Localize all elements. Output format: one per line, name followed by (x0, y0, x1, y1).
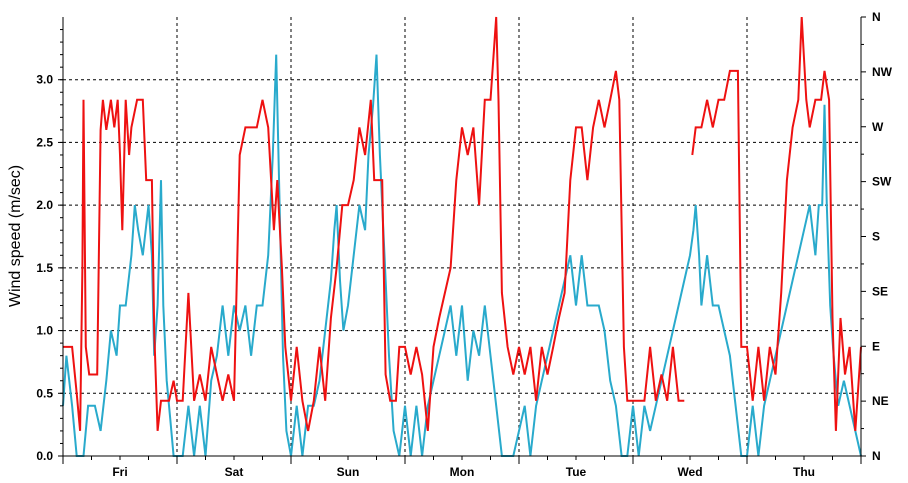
x-day-label-0: Fri (112, 465, 127, 479)
y2-tick-label-3: SE (872, 284, 888, 298)
x-day-label-5: Wed (677, 465, 702, 479)
y-tick-label-1: 0.5 (36, 386, 53, 400)
x-day-label-1: Sat (225, 465, 244, 479)
y2-tick-label-5: SW (872, 175, 892, 189)
y-axis-label: Wind speed (m/sec) (7, 165, 24, 307)
y-tick-label-0: 0.0 (36, 449, 53, 463)
x-day-label-3: Mon (450, 465, 475, 479)
y2-tick-label-6: W (872, 120, 884, 134)
y2-tick-label-1: NE (872, 394, 889, 408)
y-tick-label-4: 2.0 (36, 198, 53, 212)
grid-lines (63, 17, 861, 456)
y-tick-label-3: 1.5 (36, 261, 53, 275)
x-day-label-6: Thu (793, 465, 815, 479)
y2-tick-label-8: N (872, 10, 881, 24)
axes: 0.0 0.5 1.0 1.5 2.0 2.5 3.0 N NE E SE S SW W NW N Fri Sat… (36, 10, 892, 479)
x-day-label-4: Tue (566, 465, 587, 479)
series-1-line-1 (691, 16, 862, 431)
y2-tick-label-2: E (872, 339, 880, 353)
y-tick-label-2: 1.0 (36, 324, 53, 338)
y-tick-label-5: 2.5 (36, 135, 53, 149)
x-day-label-2: Sun (337, 465, 360, 479)
y2-tick-label-7: NW (872, 65, 893, 79)
series-1-line-0 (63, 16, 685, 432)
y2-tick-label-0: N (872, 449, 881, 463)
y-tick-label-6: 3.0 (36, 73, 53, 87)
y2-tick-label-4: S (872, 230, 880, 244)
